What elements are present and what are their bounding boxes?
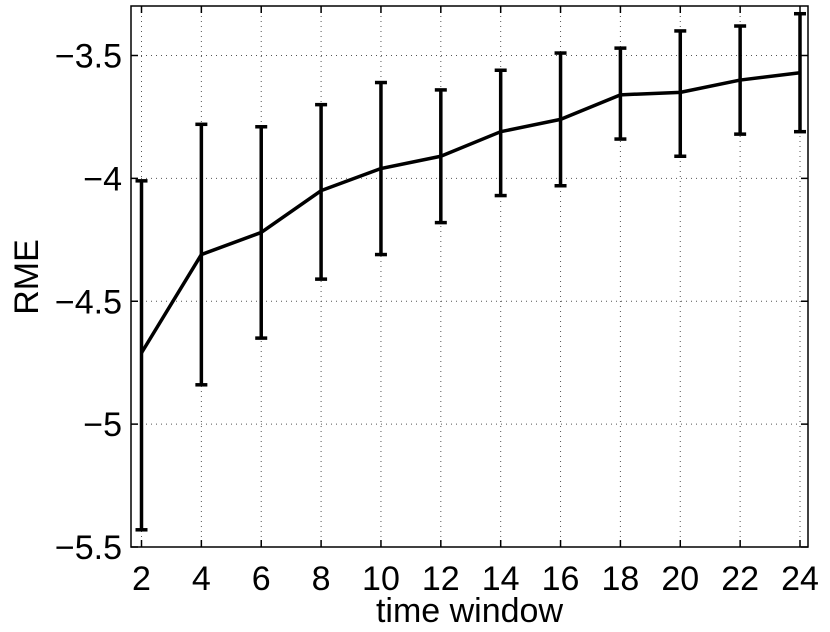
x-tick-label: 4: [192, 560, 211, 598]
y-tick-label: −5: [83, 406, 122, 444]
x-tick-label: 10: [362, 560, 400, 598]
y-tick-label: −4.5: [55, 283, 122, 321]
x-tick-label: 6: [252, 560, 271, 598]
x-tick-label: 8: [312, 560, 331, 598]
error-bar: [135, 179, 148, 532]
y-axis-label: RME: [8, 239, 46, 315]
x-tick-label: 22: [721, 560, 759, 598]
x-axis-label: time window: [376, 592, 564, 630]
y-tick-label: −3.5: [55, 38, 122, 76]
x-tick-label: 14: [482, 560, 520, 598]
y-tick-label: −5.5: [55, 529, 122, 567]
x-tick-label: 18: [601, 560, 639, 598]
error-bars: [135, 11, 806, 532]
x-tick-labels: 2 4 6 8 10 12 14 16 18 20 22 24: [132, 560, 819, 598]
x-tick-label: 12: [422, 560, 460, 598]
plot-frame: [130, 5, 809, 548]
series-lines: [140, 70, 801, 354]
series-line: [140, 70, 801, 354]
y-tick-labels: −5.5 −5 −4.5 −4 −3.5: [55, 38, 122, 568]
x-tick-label: 24: [781, 560, 819, 598]
tick-marks: [131, 6, 808, 548]
x-tick-label: 20: [661, 560, 699, 598]
y-tick-label: −4: [83, 160, 122, 198]
x-tick-label: 16: [542, 560, 580, 598]
x-tick-label: 2: [132, 560, 151, 598]
